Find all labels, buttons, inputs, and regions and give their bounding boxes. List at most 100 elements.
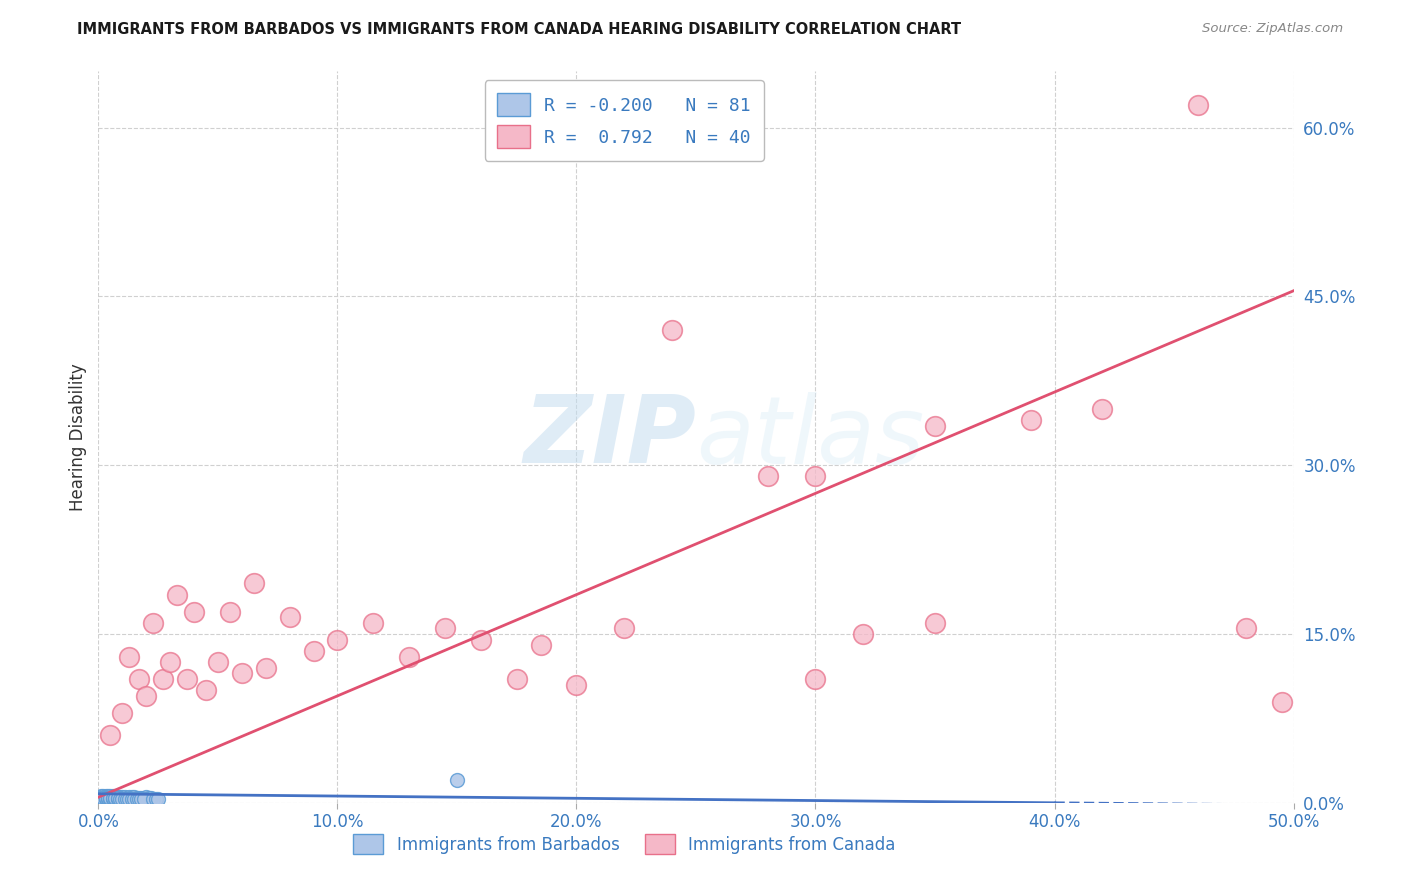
Point: [98, 728, 122, 742]
Point: [107, 790, 129, 805]
Point: [1019, 413, 1042, 427]
Point: [804, 469, 827, 483]
Point: [183, 605, 205, 619]
Point: [97, 789, 120, 803]
Point: [98, 790, 122, 805]
Point: [94, 790, 117, 805]
Point: [135, 689, 157, 703]
Point: [98, 792, 122, 806]
Point: [111, 706, 134, 720]
Point: [131, 791, 153, 805]
Point: [756, 469, 779, 483]
Point: [104, 792, 127, 806]
Point: [398, 649, 420, 664]
Point: [159, 655, 181, 669]
Point: [101, 791, 124, 805]
Text: ZIP: ZIP: [523, 391, 696, 483]
Point: [104, 791, 127, 805]
Point: [118, 649, 141, 664]
Point: [97, 790, 120, 805]
Point: [97, 792, 120, 806]
Point: [90, 792, 112, 806]
Point: [128, 672, 150, 686]
Point: [107, 791, 129, 805]
Point: [124, 790, 146, 805]
Point: [121, 790, 143, 805]
Point: [128, 791, 150, 805]
Point: [90, 790, 112, 805]
Point: [98, 791, 122, 805]
Point: [118, 791, 141, 805]
Point: [104, 791, 127, 805]
Point: [1091, 401, 1114, 416]
Point: [1271, 694, 1294, 708]
Point: [506, 672, 529, 686]
Point: [142, 615, 165, 630]
Point: [138, 791, 160, 805]
Point: [90, 792, 112, 806]
Point: [94, 791, 117, 805]
Point: [142, 792, 165, 806]
Point: [135, 790, 157, 805]
Legend: Immigrants from Barbados, Immigrants from Canada: Immigrants from Barbados, Immigrants fro…: [347, 828, 901, 860]
Point: [115, 791, 138, 805]
Point: [114, 792, 136, 806]
Point: [94, 792, 117, 806]
Point: [118, 790, 141, 805]
Point: [470, 632, 492, 647]
Point: [804, 672, 827, 686]
Point: [101, 792, 124, 806]
Point: [121, 792, 143, 806]
Point: [97, 791, 120, 805]
Text: atlas: atlas: [696, 392, 924, 483]
Point: [124, 791, 146, 805]
Point: [98, 792, 122, 806]
Point: [101, 791, 124, 805]
Point: [101, 789, 124, 803]
Point: [111, 792, 134, 806]
Point: [108, 790, 131, 805]
Point: [434, 621, 457, 635]
Point: [91, 790, 114, 805]
Point: [231, 666, 253, 681]
Point: [148, 792, 170, 806]
Point: [115, 792, 138, 806]
Point: [852, 627, 875, 641]
Point: [139, 791, 162, 805]
Point: [98, 789, 122, 803]
Point: [111, 791, 134, 805]
Point: [91, 789, 114, 803]
Point: [108, 791, 131, 805]
Point: [114, 790, 136, 805]
Text: Source: ZipAtlas.com: Source: ZipAtlas.com: [1202, 22, 1343, 36]
Point: [243, 576, 266, 591]
Point: [104, 789, 127, 803]
Point: [326, 632, 349, 647]
Point: [107, 792, 129, 806]
Point: [176, 672, 198, 686]
Point: [107, 791, 129, 805]
Point: [98, 791, 122, 805]
Point: [104, 790, 127, 805]
Point: [111, 790, 134, 805]
Point: [152, 672, 174, 686]
Point: [107, 792, 129, 806]
Point: [108, 792, 131, 806]
Point: [219, 605, 242, 619]
Point: [207, 655, 229, 669]
Point: [121, 791, 143, 805]
Point: [128, 792, 150, 806]
Point: [446, 773, 468, 788]
Point: [1234, 621, 1257, 635]
Point: [94, 789, 117, 803]
Point: [118, 792, 141, 806]
Point: [254, 661, 277, 675]
Point: [613, 621, 636, 635]
Point: [114, 791, 136, 805]
Point: [530, 638, 553, 652]
Point: [125, 792, 148, 806]
Point: [111, 792, 134, 806]
Point: [363, 615, 385, 630]
Point: [565, 678, 588, 692]
Point: [91, 792, 114, 806]
